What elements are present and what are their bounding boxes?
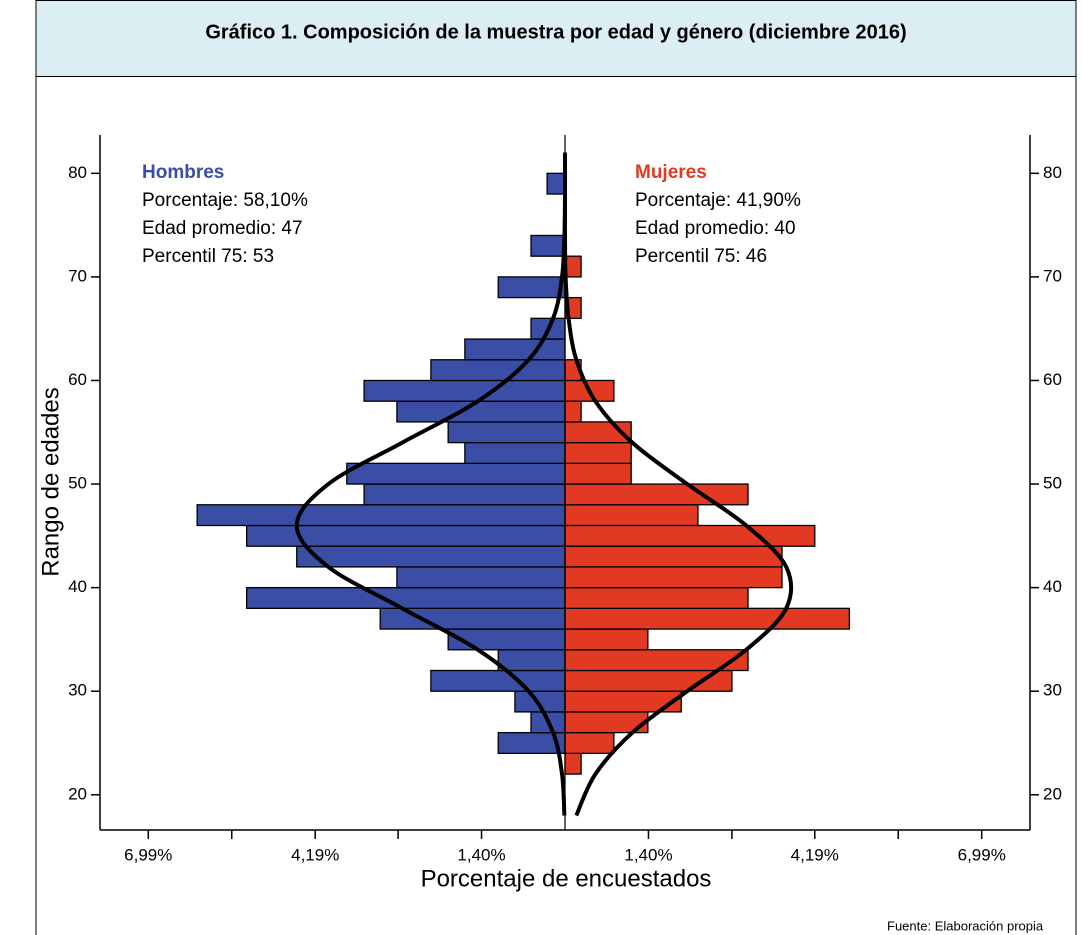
y2-tick-label: 80 bbox=[1043, 163, 1062, 182]
bar bbox=[447, 628, 566, 651]
x-tick-label: 6,99% bbox=[124, 845, 172, 864]
fit-curve bbox=[562, 152, 794, 817]
y2-tick-label: 20 bbox=[1043, 784, 1062, 803]
bar bbox=[564, 400, 582, 423]
annotation: Percentil 75: 53 bbox=[142, 246, 274, 267]
x-tick-label: 6,99% bbox=[958, 845, 1006, 864]
bar bbox=[564, 504, 699, 527]
annotation: Edad promedio: 47 bbox=[142, 218, 303, 239]
bar bbox=[564, 628, 649, 651]
y2-tick-label: 60 bbox=[1043, 370, 1062, 389]
bar bbox=[196, 504, 566, 527]
chart-title: Gráfico 1. Composición de la muestra por… bbox=[205, 21, 906, 43]
y2-tick-label: 30 bbox=[1043, 681, 1062, 700]
y-tick-label: 40 bbox=[68, 577, 87, 596]
header-band bbox=[35, 0, 1077, 77]
bar bbox=[564, 669, 733, 692]
y2-tick-label: 70 bbox=[1043, 266, 1062, 285]
y-tick-label: 60 bbox=[68, 370, 87, 389]
x-tick-label: 4,19% bbox=[291, 845, 339, 864]
bar bbox=[564, 483, 749, 506]
bar bbox=[430, 669, 566, 692]
bar bbox=[396, 566, 566, 589]
bar bbox=[564, 545, 783, 568]
bar bbox=[464, 441, 566, 464]
bar bbox=[530, 234, 566, 257]
y-axis-label: Rango de edades bbox=[37, 387, 64, 577]
legend-label: Hombres bbox=[142, 162, 224, 183]
source-note: Fuente: Elaboración propia bbox=[887, 918, 1044, 933]
y-tick-label: 70 bbox=[68, 266, 87, 285]
x-axis-label: Porcentaje de encuestados bbox=[421, 865, 712, 892]
legend-label: Mujeres bbox=[635, 162, 707, 183]
y2-tick-label: 40 bbox=[1043, 577, 1062, 596]
bar bbox=[396, 400, 566, 423]
annotation: Edad promedio: 40 bbox=[635, 218, 796, 239]
y-tick-label: 30 bbox=[68, 681, 87, 700]
bar bbox=[246, 586, 566, 609]
bar bbox=[464, 338, 566, 361]
bar bbox=[447, 421, 566, 444]
bar bbox=[564, 566, 783, 589]
bar bbox=[564, 607, 851, 630]
x-tick-label: 4,19% bbox=[791, 845, 839, 864]
bar bbox=[363, 379, 566, 402]
bar bbox=[564, 731, 615, 755]
annotation: Percentil 75: 46 bbox=[635, 246, 767, 267]
annotation: Porcentaje: 41,90% bbox=[635, 190, 801, 211]
bar bbox=[546, 172, 566, 195]
bar bbox=[564, 752, 582, 775]
x-tick-label: 1,40% bbox=[457, 845, 505, 864]
bar bbox=[564, 462, 632, 485]
bar bbox=[363, 483, 566, 506]
y2-tick-label: 50 bbox=[1043, 474, 1062, 493]
y-tick-label: 20 bbox=[68, 784, 87, 803]
bar bbox=[564, 524, 816, 547]
bar bbox=[497, 276, 566, 299]
bar bbox=[430, 359, 566, 382]
annotation: Porcentaje: 58,10% bbox=[142, 190, 308, 211]
x-tick-label: 1,40% bbox=[624, 845, 672, 864]
bar bbox=[564, 441, 632, 464]
bar bbox=[246, 524, 566, 547]
bar bbox=[497, 649, 566, 672]
bar bbox=[564, 586, 749, 609]
y-tick-label: 50 bbox=[68, 474, 87, 493]
bar bbox=[296, 545, 566, 568]
y-tick-label: 80 bbox=[68, 163, 87, 182]
bar bbox=[346, 462, 566, 485]
fit-curve bbox=[294, 152, 568, 816]
